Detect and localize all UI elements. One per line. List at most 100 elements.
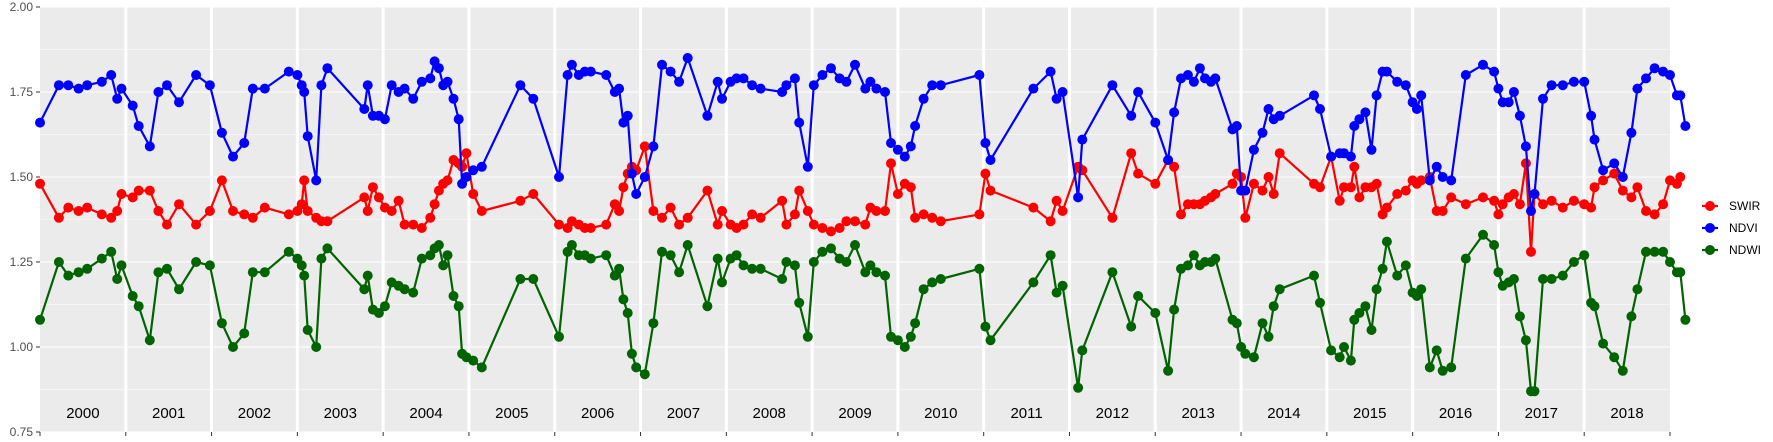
data-point-ndwi — [1169, 304, 1180, 315]
data-point-swir — [802, 206, 813, 216]
axes: 0.75 1.00 1.25 1.50 1.75 2.00 — [10, 0, 1671, 439]
data-point-swir — [974, 209, 985, 220]
data-point-ndwi — [1073, 382, 1084, 393]
data-point-ndvi — [682, 53, 693, 63]
data-point-ndvi — [1424, 175, 1435, 186]
data-point-ndvi — [1240, 185, 1251, 196]
data-point-ndvi — [1263, 104, 1274, 114]
data-point-swir — [386, 206, 397, 216]
year-label: 2006 — [581, 405, 614, 422]
data-point-ndvi — [1514, 110, 1525, 121]
data-point-swir — [682, 212, 693, 223]
data-point-ndwi — [1263, 331, 1274, 342]
data-point-swir — [302, 206, 313, 216]
year-label: 2004 — [409, 405, 442, 422]
series-ndvi — [35, 53, 1691, 216]
data-point-ndvi — [1675, 90, 1686, 101]
data-point-ndvi — [980, 138, 991, 148]
data-point-ndwi — [817, 246, 828, 257]
data-point-swir — [554, 219, 564, 230]
data-point-ndvi — [1381, 66, 1392, 77]
data-point-swir — [1315, 182, 1325, 193]
data-point-swir — [1150, 178, 1161, 189]
data-point-swir — [116, 189, 127, 199]
data-point-swir — [892, 189, 903, 199]
data-point-ndwi — [1126, 321, 1137, 332]
data-point-ndvi — [1431, 161, 1442, 172]
data-point-ndwi — [153, 267, 164, 278]
data-point-ndwi — [1354, 308, 1365, 318]
data-point-ndwi — [73, 267, 84, 278]
data-point-swir — [1626, 192, 1637, 203]
data-point-ndvi — [1210, 73, 1221, 84]
data-point-swir — [665, 202, 676, 213]
data-point-swir — [1349, 161, 1360, 172]
data-point-ndwi — [1424, 362, 1435, 373]
data-point-ndwi — [174, 284, 184, 295]
data-point-ndwi — [1649, 246, 1660, 257]
y-tick-label: 1.75 — [10, 85, 34, 99]
data-point-swir — [528, 189, 539, 199]
data-point-ndwi — [918, 284, 929, 295]
data-point-ndwi — [1339, 342, 1349, 352]
data-point-ndvi — [1057, 87, 1068, 97]
legend-label-ndwi: NDWI — [1729, 243, 1761, 257]
data-point-swir — [747, 209, 758, 220]
legend-label-swir: SWIR — [1729, 199, 1761, 213]
data-point-ndvi — [1400, 80, 1411, 91]
data-point-swir — [239, 209, 250, 220]
data-point-swir — [674, 219, 685, 230]
data-point-swir — [614, 206, 625, 216]
data-point-ndwi — [515, 274, 526, 284]
data-point-ndwi — [892, 335, 903, 346]
data-point-ndwi — [399, 284, 410, 295]
data-point-swir — [817, 223, 828, 233]
data-point-ndwi — [618, 294, 629, 305]
data-point-ndvi — [1446, 175, 1457, 186]
data-point-ndvi — [1366, 144, 1377, 155]
data-point-ndvi — [850, 59, 860, 70]
data-point-ndwi — [162, 263, 172, 274]
year-label: 2015 — [1353, 405, 1386, 422]
data-point-ndwi — [82, 263, 93, 274]
data-point-ndwi — [468, 355, 479, 366]
data-point-ndvi — [399, 83, 410, 94]
data-point-ndvi — [886, 138, 896, 148]
data-point-ndvi — [918, 93, 929, 104]
data-point-swir — [191, 219, 202, 230]
data-point-ndvi — [468, 165, 479, 176]
data-point-swir — [781, 219, 792, 230]
data-point-ndwi — [1274, 284, 1285, 295]
data-point-ndvi — [433, 63, 444, 74]
data-point-swir — [1416, 175, 1427, 186]
data-point-ndvi — [322, 63, 333, 74]
data-point-ndvi — [781, 80, 792, 91]
data-point-ndwi — [1248, 352, 1259, 363]
data-point-ndvi — [712, 76, 723, 87]
data-point-ndwi — [408, 287, 419, 298]
data-point-ndwi — [322, 243, 333, 254]
data-point-ndvi — [362, 80, 373, 91]
data-point-ndvi — [880, 87, 890, 97]
data-point-swir — [373, 192, 384, 203]
data-point-swir — [1274, 148, 1285, 159]
data-point-ndvi — [910, 121, 921, 131]
data-point-ndvi — [425, 73, 436, 84]
data-point-ndwi — [841, 257, 852, 267]
data-point-ndwi — [1658, 246, 1669, 257]
data-point-ndvi — [359, 104, 370, 114]
data-point-ndvi — [1680, 121, 1691, 131]
data-point-ndvi — [1309, 90, 1319, 101]
data-point-swir — [808, 219, 819, 230]
data-point-swir — [841, 216, 852, 227]
data-point-ndwi — [379, 301, 390, 312]
data-point-ndvi — [614, 83, 625, 94]
data-point-ndvi — [899, 151, 910, 162]
data-point-ndvi — [1107, 80, 1118, 91]
data-point-ndvi — [1546, 80, 1557, 91]
data-point-ndvi — [153, 87, 164, 97]
data-point-ndwi — [871, 267, 882, 278]
data-point-ndwi — [1077, 345, 1088, 356]
data-point-ndvi — [747, 80, 758, 91]
data-point-ndwi — [747, 263, 758, 274]
